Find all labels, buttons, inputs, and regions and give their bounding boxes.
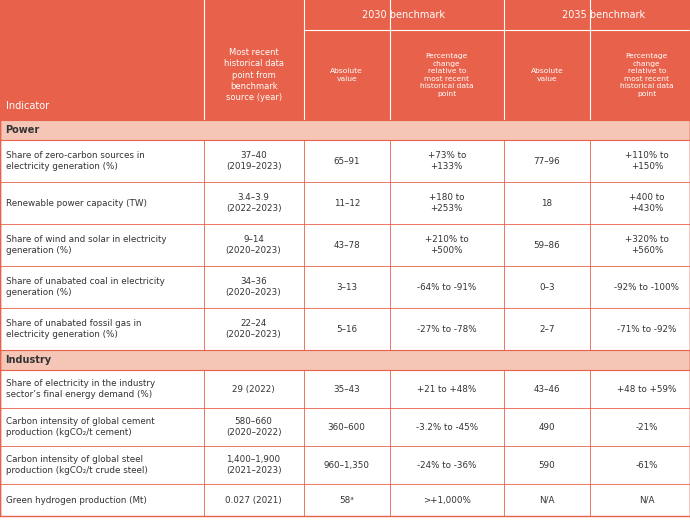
Text: Green hydrogen production (Mt): Green hydrogen production (Mt) (6, 496, 146, 504)
Bar (0, 120, 690, 140)
Text: -21%: -21% (635, 423, 658, 432)
Bar (0, 350, 690, 370)
Text: 58ᵃ: 58ᵃ (339, 496, 354, 504)
Text: 59–86: 59–86 (533, 241, 560, 250)
Bar (0, 140, 690, 182)
Text: Industry: Industry (6, 355, 52, 365)
Text: +73% to
+133%: +73% to +133% (428, 151, 466, 171)
Bar (0, 224, 690, 266)
Text: +48 to +59%: +48 to +59% (617, 384, 677, 394)
Bar (0, 0, 690, 120)
Text: Carbon intensity of global steel
production (kgCO₂/t crude steel): Carbon intensity of global steel product… (6, 455, 148, 475)
Text: 5–16: 5–16 (336, 324, 357, 333)
Text: 590: 590 (538, 461, 555, 470)
Text: Share of unabated coal in electricity
generation (%): Share of unabated coal in electricity ge… (6, 277, 164, 297)
Text: 2–7: 2–7 (539, 324, 555, 333)
Text: -61%: -61% (635, 461, 658, 470)
Text: 11–12: 11–12 (333, 199, 360, 207)
Text: 22–24
(2020–2023): 22–24 (2020–2023) (226, 319, 282, 339)
Text: 2030 benchmark: 2030 benchmark (362, 10, 445, 20)
Text: 0.027 (2021): 0.027 (2021) (225, 496, 282, 504)
Text: +320% to
+560%: +320% to +560% (625, 235, 669, 255)
Bar (0, 266, 690, 308)
Text: 37–40
(2019–2023): 37–40 (2019–2023) (226, 151, 282, 171)
Text: 580–660
(2020–2022): 580–660 (2020–2022) (226, 417, 282, 437)
Text: +400 to
+430%: +400 to +430% (629, 193, 664, 213)
Text: 3–13: 3–13 (336, 282, 357, 292)
Text: Absolute
value: Absolute value (531, 68, 563, 82)
Text: +21 to +48%: +21 to +48% (417, 384, 476, 394)
Text: Indicator: Indicator (6, 101, 48, 111)
Text: Absolute
value: Absolute value (331, 68, 363, 82)
Text: Percentage
change
relative to
most recent
historical data
point: Percentage change relative to most recen… (420, 53, 473, 97)
Text: 2035 benchmark: 2035 benchmark (562, 10, 645, 20)
Text: Share of zero-carbon sources in
electricity generation (%): Share of zero-carbon sources in electric… (6, 151, 144, 171)
Text: 34–36
(2020–2023): 34–36 (2020–2023) (226, 277, 282, 297)
Text: -71% to -92%: -71% to -92% (617, 324, 677, 333)
Text: Share of wind and solar in electricity
generation (%): Share of wind and solar in electricity g… (6, 235, 166, 255)
Bar (0, 308, 690, 350)
Bar (0, 182, 690, 224)
Text: 490: 490 (538, 423, 555, 432)
Text: 1,400–1,900
(2021–2023): 1,400–1,900 (2021–2023) (226, 455, 282, 475)
Text: Share of electricity in the industry
sector’s final energy demand (%): Share of electricity in the industry sec… (6, 379, 155, 399)
Text: >+1,000%: >+1,000% (423, 496, 471, 504)
Text: N/A: N/A (639, 496, 655, 504)
Text: +180 to
+253%: +180 to +253% (429, 193, 464, 213)
Text: Most recent
historical data
point from
benchmark
source (year): Most recent historical data point from b… (224, 48, 284, 102)
Text: Share of unabated fossil gas in
electricity generation (%): Share of unabated fossil gas in electric… (6, 319, 141, 339)
Text: -24% to -36%: -24% to -36% (417, 461, 477, 470)
Bar (0, 408, 690, 446)
Bar (0, 484, 690, 516)
Text: 9–14
(2020–2023): 9–14 (2020–2023) (226, 235, 282, 255)
Text: 77–96: 77–96 (533, 157, 560, 165)
Text: 43–78: 43–78 (333, 241, 360, 250)
Text: 18: 18 (541, 199, 553, 207)
Text: Renewable power capacity (TW): Renewable power capacity (TW) (6, 199, 146, 207)
Text: Power: Power (6, 125, 40, 135)
Text: +210% to
+500%: +210% to +500% (425, 235, 469, 255)
Text: +110% to
+150%: +110% to +150% (625, 151, 669, 171)
Text: 43–46: 43–46 (533, 384, 560, 394)
Text: -92% to -100%: -92% to -100% (614, 282, 680, 292)
Text: 360–600: 360–600 (328, 423, 366, 432)
Bar (0, 446, 690, 484)
Bar (0, 370, 690, 408)
Text: 65–91: 65–91 (333, 157, 360, 165)
Text: -27% to -78%: -27% to -78% (417, 324, 477, 333)
Text: 35–43: 35–43 (333, 384, 360, 394)
Text: Carbon intensity of global cement
production (kgCO₂/t cement): Carbon intensity of global cement produc… (6, 417, 154, 437)
Text: 3.4–3.9
(2022–2023): 3.4–3.9 (2022–2023) (226, 193, 282, 213)
Text: N/A: N/A (539, 496, 555, 504)
Text: Percentage
change
relative to
most recent
historical data
point: Percentage change relative to most recen… (620, 53, 673, 97)
Text: -3.2% to -45%: -3.2% to -45% (415, 423, 478, 432)
Text: 0–3: 0–3 (539, 282, 555, 292)
Text: 960–1,350: 960–1,350 (324, 461, 370, 470)
Text: -64% to -91%: -64% to -91% (417, 282, 476, 292)
Text: 29 (2022): 29 (2022) (233, 384, 275, 394)
